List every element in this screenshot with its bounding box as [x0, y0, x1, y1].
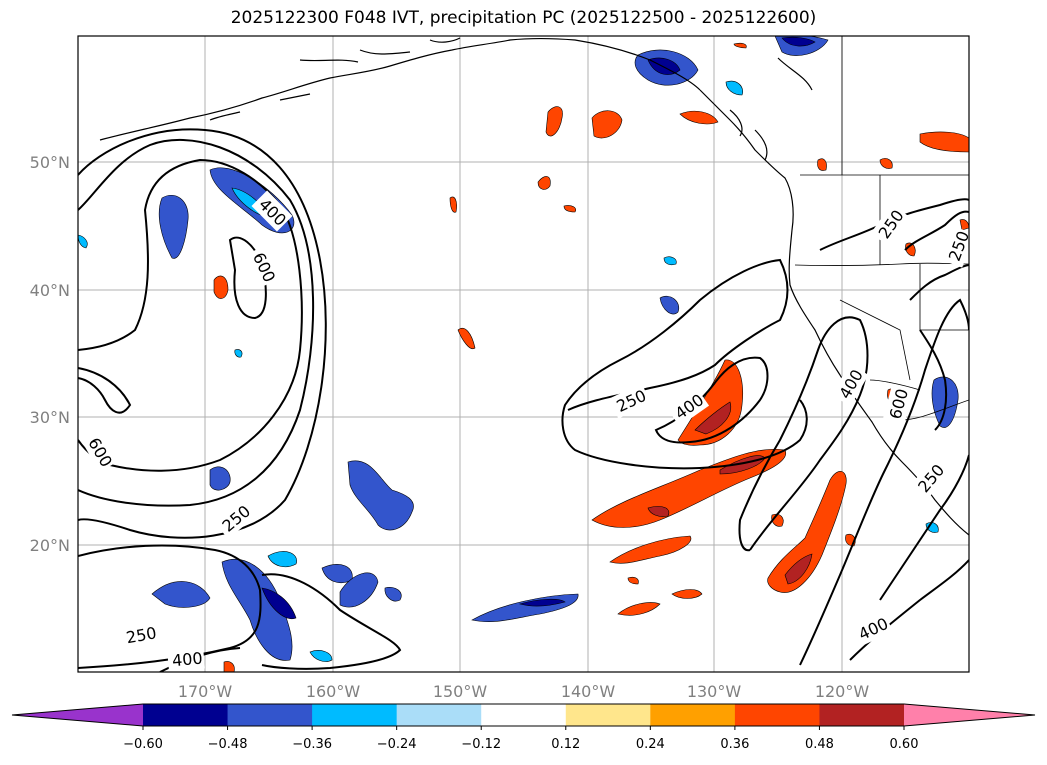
map-area: 400 600 600 250 250 400 250 400 250 250 …: [78, 36, 969, 672]
colorbar-tick-label: −0.36: [292, 737, 332, 752]
lon-label: 130°W: [687, 682, 742, 701]
colorbar-extend-high: [904, 704, 1035, 726]
lat-label: 30°N: [30, 408, 70, 427]
lon-label: 150°W: [433, 682, 488, 701]
colorbar-tick-label: −0.48: [208, 737, 248, 752]
colorbar-segment: [396, 704, 482, 726]
colorbar-tick-label: 0.36: [720, 737, 749, 752]
colorbar-tick-label: 0.60: [890, 737, 919, 752]
figure-title: 2025122300 F048 IVT, precipitation PC (2…: [230, 8, 817, 28]
colorbar-tick-label: 0.12: [551, 737, 580, 752]
colorbar-segment: [143, 704, 229, 726]
colorbar-segment: [481, 704, 567, 726]
lat-label: 20°N: [30, 536, 70, 555]
contour-label: 400: [171, 649, 203, 671]
coastlines: [99, 37, 969, 536]
colorbar: −0.60 −0.48 −0.36 −0.24 −0.12 0.12 0.24 0.36 0.4…: [11, 703, 1036, 752]
colorbar-ticks: −0.60 −0.48 −0.36 −0.24 −0.12 0.12 0.24 0.36 0.4…: [123, 726, 918, 752]
lat-label: 50°N: [30, 153, 70, 172]
colorbar-tick-label: −0.60: [123, 737, 163, 752]
lon-label: 120°W: [815, 682, 870, 701]
colorbar-tick-label: −0.24: [377, 737, 417, 752]
map-frame: [77, 35, 970, 673]
colorbar-segment: [227, 704, 313, 726]
colorbar-segment: [650, 704, 736, 726]
colorbar-tick-label: 0.24: [636, 737, 665, 752]
latitude-labels: 50°N 40°N 30°N 20°N: [30, 153, 70, 555]
colorbar-segments: [11, 703, 1036, 727]
lon-label: 140°W: [561, 682, 616, 701]
colorbar-tick-label: −0.12: [461, 737, 501, 752]
colorbar-tick-label: 0.48: [805, 737, 834, 752]
lon-label: 170°W: [178, 682, 233, 701]
colorbar-segment: [819, 704, 905, 726]
colorbar-extend-low: [12, 704, 143, 726]
positive-precip-blobs: [213, 42, 969, 672]
colorbar-segment: [565, 704, 651, 726]
colorbar-segment: [312, 704, 398, 726]
lon-label: 160°W: [306, 682, 361, 701]
lat-label: 40°N: [30, 281, 70, 300]
colorbar-segment: [734, 704, 820, 726]
longitude-labels: 170°W 160°W 150°W 140°W 130°W 120°W: [178, 682, 870, 701]
